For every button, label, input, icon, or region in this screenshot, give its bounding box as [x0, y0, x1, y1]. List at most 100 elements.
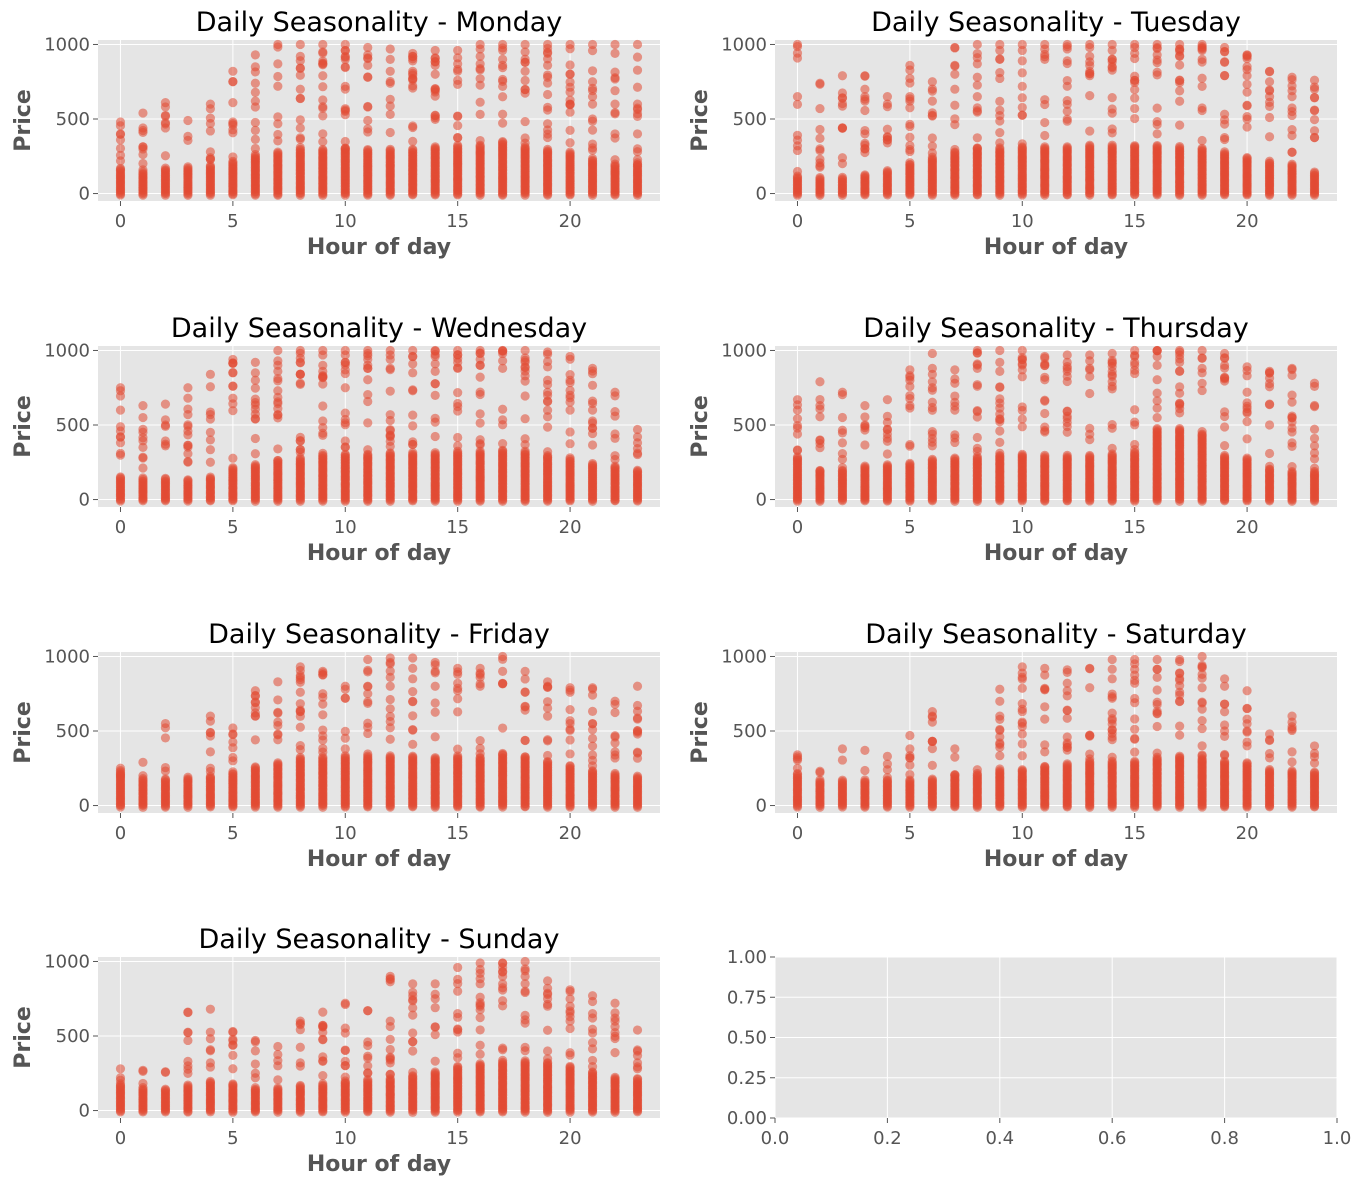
scatter-point	[318, 373, 327, 382]
scatter-point	[543, 40, 552, 49]
scatter-point	[1040, 361, 1049, 370]
scatter-point	[1018, 422, 1027, 431]
scatter-point	[521, 353, 530, 362]
scatter-point	[1063, 115, 1072, 124]
scatter-point	[1040, 373, 1049, 382]
scatter-point	[928, 133, 937, 142]
scatter-point	[386, 735, 395, 744]
scatter-point	[1040, 352, 1049, 361]
scatter-point	[1085, 52, 1094, 61]
scatter-point	[476, 59, 485, 68]
scatter-point	[1108, 349, 1117, 358]
scatter-point	[498, 405, 507, 414]
scatter-point	[273, 717, 282, 726]
scatter-point	[1175, 404, 1184, 413]
scatter-point	[296, 370, 305, 379]
scatter-point	[386, 442, 395, 451]
scatter-point	[1085, 91, 1094, 100]
scatter-point	[138, 413, 147, 422]
scatter-point	[363, 61, 372, 70]
scatter-point	[273, 82, 282, 91]
scatter-point	[318, 401, 327, 410]
scatter-point	[973, 133, 982, 142]
scatter-point	[995, 449, 1004, 458]
scatter-point	[905, 459, 914, 468]
scatter-point	[1198, 353, 1207, 362]
scatter-point	[498, 46, 507, 55]
scatter-point	[386, 653, 395, 662]
x-tick-label: 5	[904, 211, 915, 232]
scatter-point	[1242, 407, 1251, 416]
scatter-point	[521, 414, 530, 423]
scatter-point	[1130, 114, 1139, 123]
scatter-point	[1040, 142, 1049, 151]
scatter-point	[386, 387, 395, 396]
scatter-point	[995, 55, 1004, 64]
scatter-point	[973, 412, 982, 421]
scatter-point	[838, 388, 847, 397]
scatter-point	[1153, 70, 1162, 79]
scatter-point	[431, 379, 440, 388]
scatter-point	[883, 92, 892, 101]
scatter-point	[1130, 418, 1139, 427]
scatter-point	[273, 40, 282, 49]
scatter-point	[1085, 126, 1094, 135]
x-tick-label: 0	[115, 823, 126, 844]
scatter-point	[610, 109, 619, 118]
scatter-point	[1220, 58, 1229, 67]
scatter-point	[251, 735, 260, 744]
scatter-point	[543, 73, 552, 82]
scatter-point	[1175, 142, 1184, 151]
scatter-point	[228, 67, 237, 76]
scatter-point	[1108, 93, 1117, 102]
scatter-point	[431, 708, 440, 717]
scatter-point	[453, 694, 462, 703]
scatter-point	[1242, 114, 1251, 123]
scatter-point	[431, 448, 440, 457]
scatter-point	[1175, 78, 1184, 87]
scatter-point	[793, 406, 802, 415]
scatter-point	[296, 40, 305, 49]
scatter-point	[815, 412, 824, 421]
scatter-point	[251, 50, 260, 59]
scatter-point	[1040, 409, 1049, 418]
scatter-point	[815, 435, 824, 444]
scatter-point	[273, 367, 282, 376]
scatter-point	[363, 124, 372, 133]
scatter-point	[251, 79, 260, 88]
chart-title: Daily Seasonality - Friday	[208, 619, 550, 650]
scatter-point	[228, 368, 237, 377]
scatter-point	[610, 129, 619, 138]
x-tick-label: 0	[115, 211, 126, 232]
scatter-point	[408, 752, 417, 761]
scatter-point	[1153, 361, 1162, 370]
scatter-point	[1063, 142, 1072, 151]
scatter-point	[1153, 129, 1162, 138]
scatter-point	[161, 774, 170, 783]
scatter-point	[995, 97, 1004, 106]
scatter-point	[386, 751, 395, 760]
scatter-point	[950, 43, 959, 52]
y-axis-label: Price	[11, 89, 36, 151]
scatter-point	[318, 95, 327, 104]
scatter-point	[408, 83, 417, 92]
scatter-point	[1310, 167, 1319, 176]
scatter-point	[543, 423, 552, 432]
scatter-point	[838, 71, 847, 80]
scatter-point	[138, 463, 147, 472]
scatter-point	[565, 391, 574, 400]
scatter-point	[1198, 46, 1207, 55]
scatter-point	[521, 391, 530, 400]
scatter-point	[1063, 44, 1072, 53]
scatter-point	[228, 394, 237, 403]
scatter-point	[1198, 74, 1207, 83]
scatter-point	[521, 371, 530, 380]
scatter-point	[905, 133, 914, 142]
scatter-point	[251, 88, 260, 97]
x-tick-label: 20	[559, 823, 582, 844]
scatter-point	[341, 82, 350, 91]
scatter-point	[1130, 358, 1139, 367]
x-axis-label: Hour of day	[307, 847, 451, 872]
scatter-point	[995, 399, 1004, 408]
x-tick-label: 0	[115, 517, 126, 538]
